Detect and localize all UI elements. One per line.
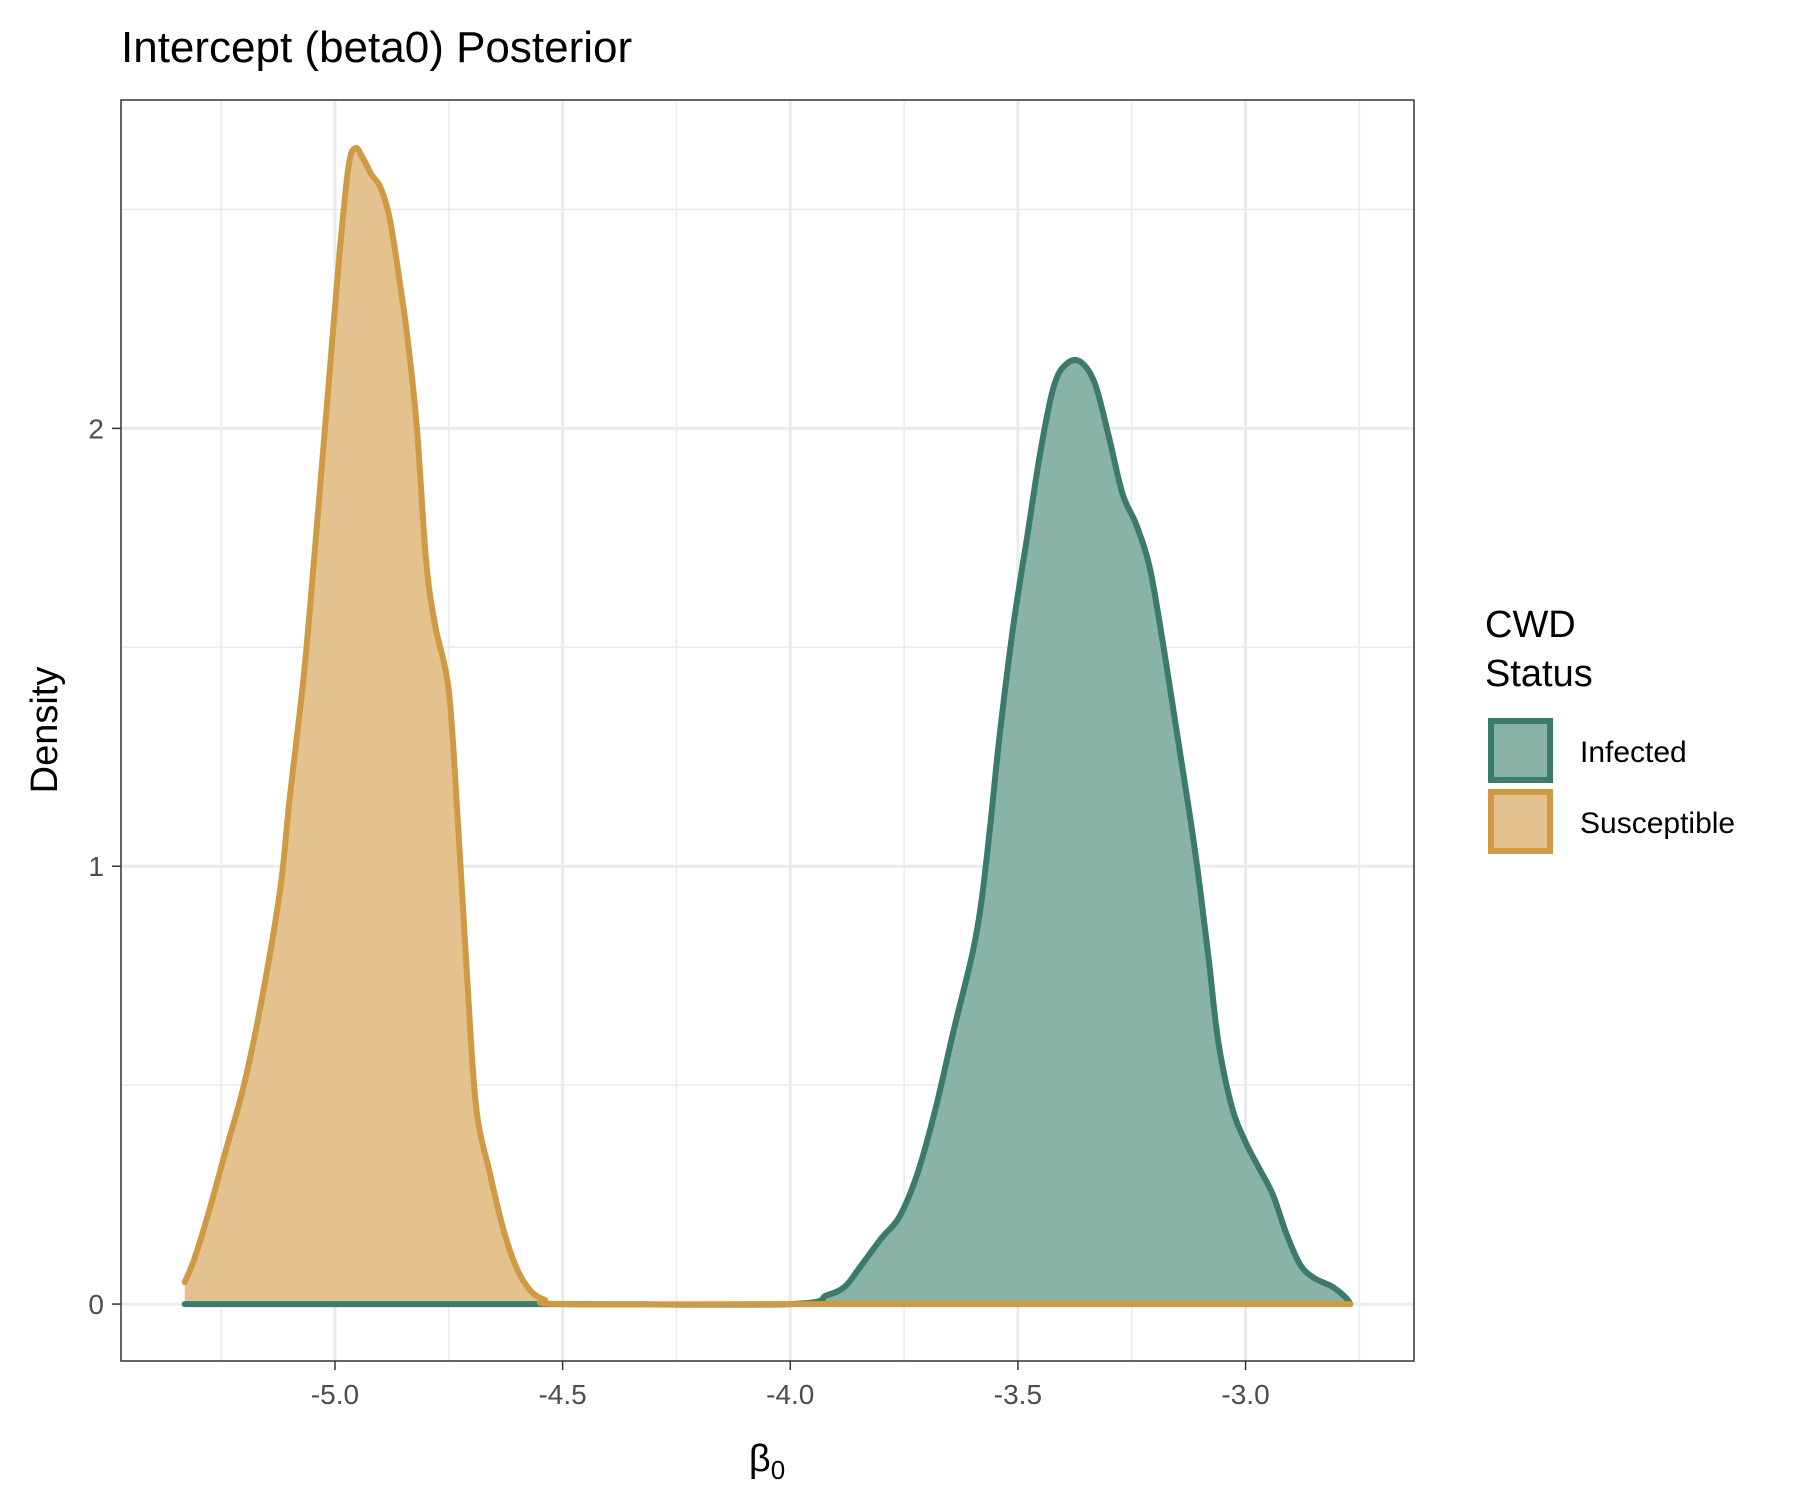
y-axis: 0 1 2 — [88, 413, 121, 1320]
x-axis-title-subscript: 0 — [771, 1455, 785, 1485]
x-tick-label: -4.5 — [538, 1379, 586, 1410]
density-fill-susceptible — [184, 147, 1351, 1305]
legend-title-line-1: CWD — [1485, 604, 1576, 646]
chart-title: Intercept (beta0) Posterior — [121, 23, 632, 72]
density-line-infected — [181, 356, 1354, 1308]
x-axis-title-symbol: β — [749, 1438, 771, 1480]
legend: CWD Status Infected Susceptible — [1485, 604, 1735, 854]
density-fill-infected — [184, 359, 1351, 1305]
density-series — [181, 144, 1354, 1308]
plot-panel — [120, 99, 1415, 1362]
legend-label-susceptible: Susceptible — [1580, 807, 1735, 840]
legend-label-infected: Infected — [1580, 736, 1687, 769]
x-axis-title: β0 — [749, 1438, 785, 1485]
x-tick-label: -3.0 — [1221, 1379, 1269, 1410]
legend-items: Infected Susceptible — [1488, 718, 1735, 854]
y-axis-title: Density — [24, 667, 66, 794]
x-tick-label: -4.0 — [766, 1379, 814, 1410]
legend-title-line-2: Status — [1485, 653, 1593, 695]
density-line-susceptible — [181, 144, 1354, 1308]
x-axis: -5.0 -4.5 -4.0 -3.5 -3.0 — [311, 1361, 1270, 1410]
legend-key-susceptible — [1488, 789, 1553, 854]
y-tick-label: 2 — [88, 413, 104, 444]
legend-key-infected — [1488, 718, 1553, 783]
y-tick-label: 1 — [88, 851, 104, 882]
y-tick-label: 0 — [88, 1289, 104, 1320]
x-tick-label: -5.0 — [311, 1379, 359, 1410]
panel-border — [120, 99, 1415, 1362]
x-tick-label: -3.5 — [994, 1379, 1042, 1410]
